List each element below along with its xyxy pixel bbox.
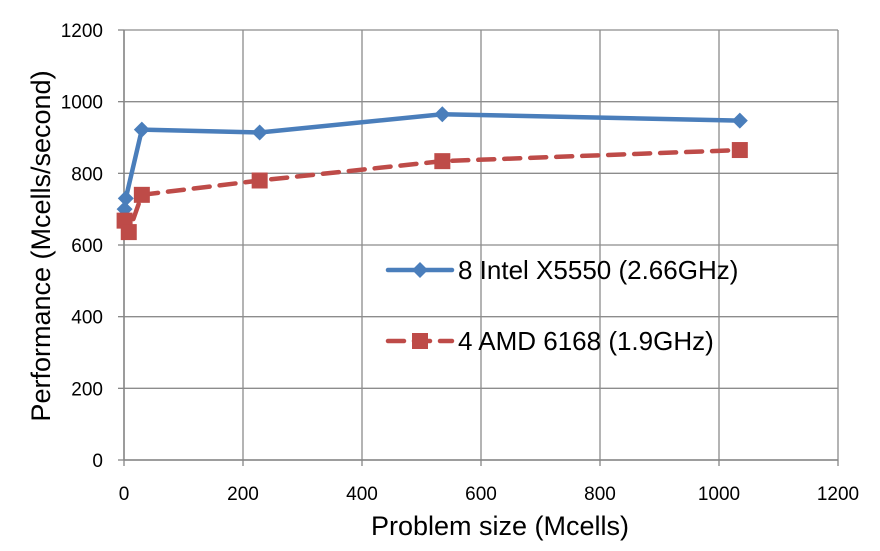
y-tick-label: 400 <box>71 308 103 329</box>
legend-label: 4 AMD 6168 (1.9GHz) <box>458 326 714 356</box>
y-tick-label: 1200 <box>61 21 103 42</box>
y-axis-title: Performance (Mcells/second) <box>26 70 56 421</box>
data-point-marker <box>434 106 451 123</box>
axes: 0 200 400 600 800 1000 1200 0 200 400 600 800 1000 12… <box>61 21 859 505</box>
legend: 8 Intel X5550 (2.66GHz) 4 AMD 6168 (1.9GH… <box>385 255 738 356</box>
legend-label: 8 Intel X5550 (2.66GHz) <box>458 255 738 285</box>
data-point-marker <box>434 153 451 170</box>
data-point-marker <box>133 121 150 138</box>
y-tick-label: 0 <box>92 451 103 472</box>
data-point-marker <box>251 172 268 189</box>
x-tick-label: 1000 <box>698 484 740 505</box>
y-tick-label: 800 <box>71 164 103 185</box>
data-point-marker <box>251 124 268 141</box>
series-2 <box>116 142 748 241</box>
legend-marker <box>412 262 428 278</box>
x-tick-label: 0 <box>119 484 130 505</box>
data-point-marker <box>120 224 137 241</box>
data-point-marker <box>117 190 134 207</box>
legend-marker <box>412 333 428 349</box>
legend-item: 8 Intel X5550 (2.66GHz) <box>385 255 738 285</box>
series <box>116 106 748 241</box>
x-tick-label: 400 <box>346 484 378 505</box>
data-point-marker <box>133 186 150 203</box>
legend-item: 4 AMD 6168 (1.9GHz) <box>385 326 714 356</box>
x-tick-label: 600 <box>465 484 497 505</box>
x-axis-title: Problem size (Mcells) <box>371 511 629 541</box>
data-point-marker <box>731 112 748 129</box>
x-tick-label: 1200 <box>817 484 859 505</box>
y-tick-label: 1000 <box>61 93 103 114</box>
y-tick-label: 600 <box>71 236 103 257</box>
data-point-marker <box>731 142 748 159</box>
y-tick-label: 200 <box>71 379 103 400</box>
x-tick-label: 200 <box>227 484 259 505</box>
x-tick-label: 800 <box>584 484 616 505</box>
